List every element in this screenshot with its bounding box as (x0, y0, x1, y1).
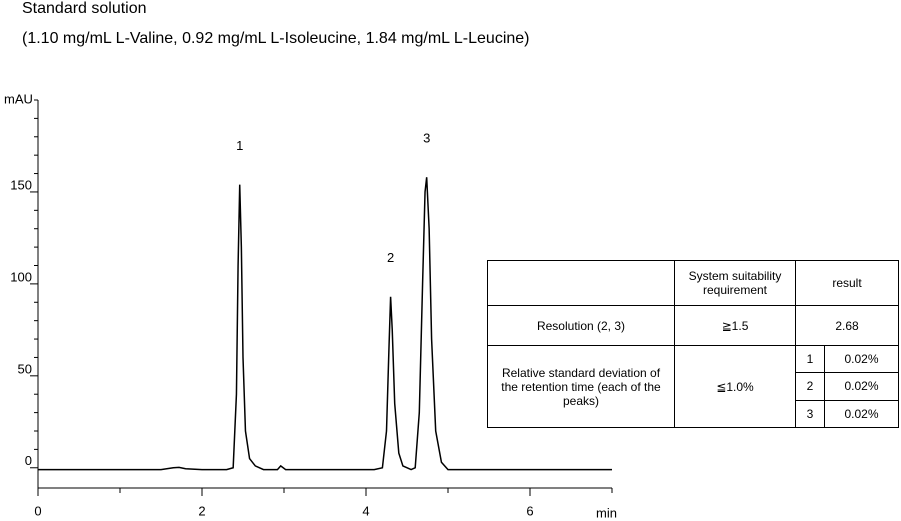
cell: Relative standard deviation of the reten… (487, 345, 675, 428)
cell: 3 (795, 399, 825, 429)
subtitle: (1.10 mg/mL L-Valine, 0.92 mg/mL L-Isole… (22, 30, 530, 47)
y-tick-label: 150 (10, 177, 32, 192)
cell: ≧1.5 (674, 305, 796, 346)
y-tick-label: 100 (10, 269, 32, 284)
cell: 2 (795, 372, 825, 401)
cell: 0.02% (824, 344, 899, 374)
y-axis-label: mAU (4, 91, 33, 106)
cell: 0.02% (824, 399, 899, 429)
x-tick-label: 2 (198, 503, 205, 518)
y-tick-label: 0 (25, 453, 32, 468)
suitability-table: System suitability requirement result Re… (487, 260, 899, 429)
x-tick-label: 0 (34, 503, 41, 518)
peak-label: 2 (387, 250, 394, 265)
cell: Resolution (2, 3) (487, 305, 675, 346)
trace (38, 177, 612, 471)
peak-label: 3 (423, 131, 430, 146)
x-axis-label: min (596, 505, 617, 520)
peak-label: 1 (236, 138, 243, 153)
cell (487, 260, 675, 306)
cell: System suitability requirement (674, 260, 796, 306)
x-tick-label: 6 (526, 503, 533, 518)
cell: ≦1.0% (674, 345, 796, 428)
y-tick-label: 50 (18, 361, 32, 376)
cell: 1 (795, 344, 825, 374)
cell: 2.68 (795, 305, 899, 346)
x-tick-label: 4 (362, 503, 369, 518)
cell: 0.02% (824, 372, 899, 401)
cell: result (795, 260, 899, 306)
title: Standard solution (22, 0, 147, 17)
